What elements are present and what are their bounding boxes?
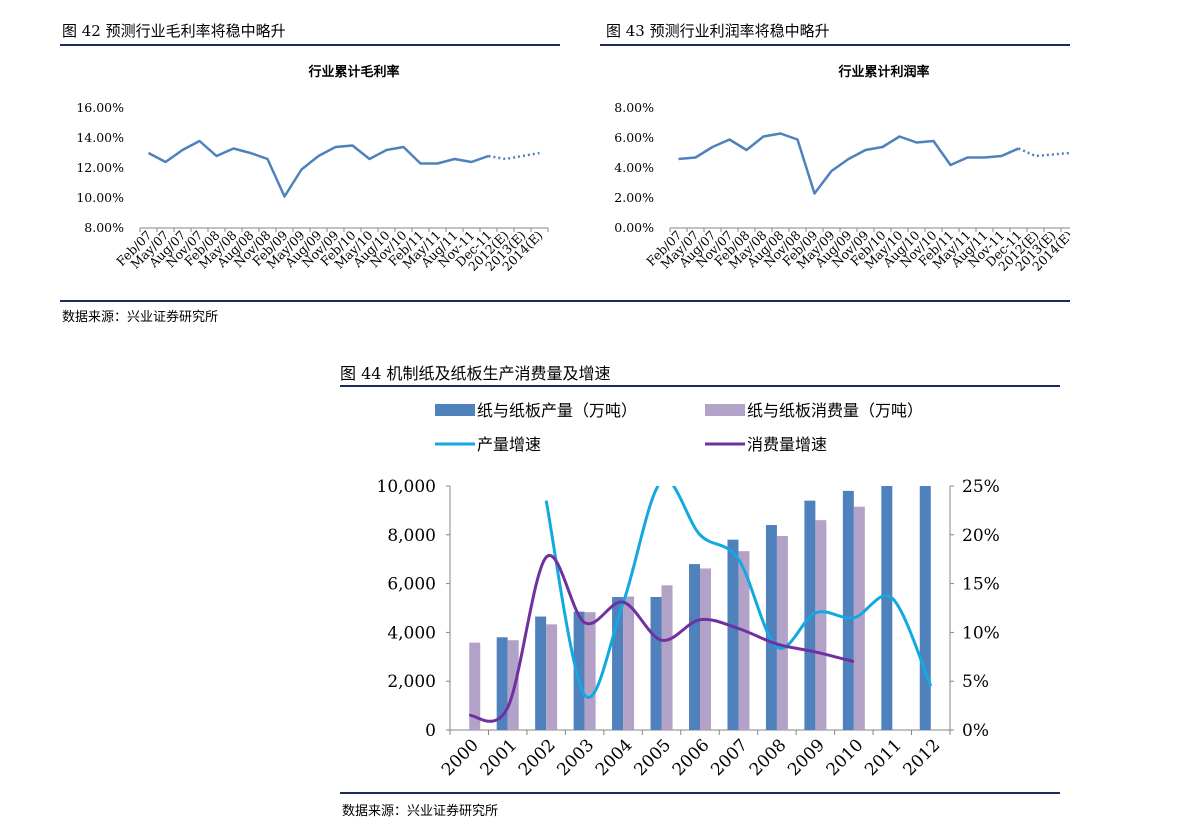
left-ytick-label: 0 (425, 721, 436, 741)
xtick-label: 2005 (630, 735, 675, 780)
gross-margin-ytick-label: 8.00% (84, 220, 124, 235)
production-growth-line (544, 486, 933, 699)
figure43-top-rule (600, 44, 1070, 46)
source-note-bottom: 数据来源：兴业证券研究所 (342, 804, 499, 819)
xtick-label: 2009 (784, 735, 829, 780)
xtick-label: 2003 (553, 735, 598, 780)
profit-margin-ytick-label: 8.00% (614, 100, 654, 115)
gross-margin-ytick-label: 10.00% (76, 190, 124, 205)
gross-margin-actual-line (147, 139, 489, 198)
production-bar (496, 637, 508, 730)
consumption-bar (738, 551, 750, 730)
figure43-caption: 图 43 预测行业利润率将稳中略升 (606, 22, 830, 40)
production-bar (842, 490, 854, 730)
figure42-top-rule (60, 44, 560, 46)
consumption-bar (815, 520, 827, 730)
profit-margin-forecast-line (1017, 147, 1070, 158)
gross-margin-ytick-label: 16.00% (76, 100, 124, 115)
right-ytick-label: 15% (962, 575, 1000, 595)
source-note-top: 数据来源：兴业证券研究所 (62, 310, 219, 325)
gross-margin-ytick-label: 12.00% (76, 160, 124, 175)
profit-margin-actual-line (678, 132, 1020, 195)
production-bar (612, 597, 624, 730)
gross-margin-forecast-line (488, 151, 540, 161)
consumption-bar (776, 536, 788, 730)
xtick-label: 2012 (900, 735, 945, 780)
left-ytick-label: 2,000 (387, 672, 436, 692)
paper-production-consumption-chart: 纸与纸板产量（万吨） 纸与纸板消费量（万吨） 产量增速 消费量增速 10,000 8,00… (377, 401, 1000, 780)
left-ytick-label: 10,000 (377, 477, 436, 497)
legend-label-3: 产量增速 (477, 435, 541, 454)
legend-label-2: 纸与纸板消费量（万吨） (747, 401, 923, 420)
profit-margin-ytick-label: 4.00% (614, 160, 654, 175)
xtick-label: 2004 (592, 735, 637, 780)
consumption-bar (623, 596, 635, 730)
xtick-label: 2001 (476, 735, 521, 780)
xtick-label: 2011 (861, 735, 906, 780)
production-bar (650, 597, 662, 730)
legend-swatch-2 (705, 404, 745, 416)
xtick-label: 2007 (707, 735, 752, 780)
legend-label-4: 消费量增速 (747, 435, 827, 454)
xtick-label: 2010 (823, 735, 868, 780)
profit-margin-chart: 行业累计利润率8.00%6.00%4.00%2.00%0.00%Feb/07Ma… (614, 64, 1070, 274)
right-ytick-label: 20% (962, 526, 1000, 546)
left-ytick-label: 8,000 (387, 526, 436, 546)
figure44-bottom-rule (340, 792, 1060, 794)
profit-margin-ytick-label: 2.00% (614, 190, 654, 205)
figure44-caption: 图 44 机制纸及纸板生产消费量及增速 (340, 364, 611, 383)
production-bar (727, 539, 739, 730)
figure44-top-rule (340, 385, 1060, 387)
production-bar (765, 525, 777, 730)
right-ytick-label: 5% (962, 672, 989, 692)
profit-margin-title: 行业累计利润率 (837, 64, 929, 80)
profit-margin-ytick-label: 0.00% (614, 220, 654, 235)
consumption-bar (469, 642, 481, 730)
legend-swatch-1 (435, 404, 475, 416)
production-bar (573, 611, 585, 730)
consumption-bar (700, 568, 711, 730)
right-ytick-label: 25% (962, 477, 1000, 497)
left-ytick-label: 6,000 (387, 575, 436, 595)
xtick-label: 2008 (746, 735, 791, 780)
xtick-label: 2000 (438, 735, 483, 780)
consumption-bar (853, 506, 865, 730)
production-bar (535, 616, 547, 730)
consumption-bar (546, 624, 558, 730)
production-bar (919, 486, 931, 730)
legend-label-1: 纸与纸板产量（万吨） (477, 401, 637, 420)
xtick-label: 2006 (669, 735, 714, 780)
profit-margin-ytick-label: 6.00% (614, 130, 654, 145)
left-ytick-label: 4,000 (387, 623, 436, 643)
gross-margin-ytick-label: 14.00% (76, 130, 124, 145)
figure42-caption: 图 42 预测行业毛利率将稳中略升 (62, 22, 286, 40)
xtick-label: 2002 (515, 735, 560, 780)
production-bar (689, 564, 700, 730)
production-bar (881, 486, 893, 730)
gross-margin-title: 行业累计毛利率 (307, 64, 399, 80)
consumption-bar (584, 612, 596, 730)
right-ytick-label: 10% (962, 623, 1000, 643)
gross-margin-chart: 行业累计毛利率16.00%14.00%12.00%10.00%8.00%Feb/… (76, 64, 549, 274)
consumption-bar (661, 585, 673, 730)
right-ytick-label: 0% (962, 721, 989, 741)
consumption-growth-line (468, 553, 855, 723)
top-figures-bottom-rule (60, 300, 1070, 302)
